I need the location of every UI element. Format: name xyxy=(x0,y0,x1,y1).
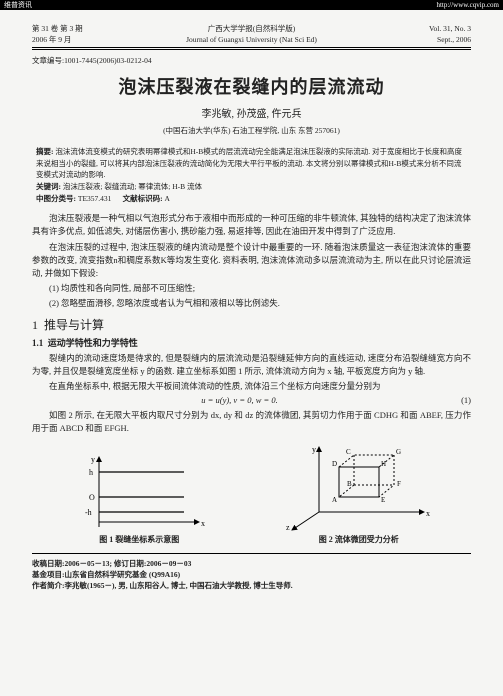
fig2-x-label: x xyxy=(426,509,430,518)
journal-header: 第 31 卷 第 3 期 2006 年 9 月 广西大学学报(自然科学版) Jo… xyxy=(32,24,471,45)
fund-info: 基金项目:山东省自然科学研究基金 (Q99A16) xyxy=(32,569,471,580)
equation-1-number: (1) xyxy=(447,395,471,407)
figure-1-svg: y x h O -h xyxy=(69,452,209,532)
affiliation: (中国石油大学(华东) 石油工程学院, 山东 东营 257061) xyxy=(32,126,471,137)
keywords-text: 泡沫压裂液; 裂缝流动; 幂律流体; H-B 流体 xyxy=(63,182,202,191)
equation-1-content: u = u(y), v = 0, w = 0. xyxy=(32,395,447,407)
figure-2: C G D H B F A E y x z 图 2 流体微团受力分析 xyxy=(284,442,434,545)
fig1-h-label: h xyxy=(89,468,93,477)
body-p4: 在直角坐标系中, 根据无限大平板间流体流动的性质, 流体沿三个坐标方向速度分量分… xyxy=(32,380,471,393)
fig2-G: G xyxy=(396,448,401,456)
fig2-y-label: y xyxy=(312,445,316,454)
fig1-x-label: x xyxy=(201,519,205,528)
topbar-left: 维普资讯 xyxy=(4,0,32,10)
article-id: 文章编号:1001-7445(2006)03-0212-04 xyxy=(32,56,471,67)
source-topbar: 维普资讯 http://www.cqvip.com xyxy=(0,0,503,10)
authors: 李兆敏, 孙茂盛, 仵元兵 xyxy=(32,108,471,122)
fig2-F: F xyxy=(397,480,401,488)
fig2-z-label: z xyxy=(286,523,290,532)
clc-label: 中图分类号: xyxy=(36,194,76,203)
intro-p2: 在泡沫压裂的过程中, 泡沫压裂液的缝内流动是整个设计中最重要的一环. 随着泡沫质… xyxy=(32,241,471,281)
equation-1: u = u(y), v = 0, w = 0. (1) xyxy=(32,395,471,407)
topbar-right: http://www.cqvip.com xyxy=(436,0,499,10)
abstract-text: 泡沫流体流变模式的研究表明幂律模式和H-B模式的层流流动完全能满足泡沫压裂液的实… xyxy=(36,147,462,179)
abstract-block: 摘要: 泡沫流体流变模式的研究表明幂律模式和H-B模式的层流流动完全能满足泡沫压… xyxy=(36,146,467,204)
header-rule-1 xyxy=(32,47,471,48)
fig2-E: E xyxy=(381,496,385,504)
intro-li1: (1) 均质性和各向同性, 局部不可压缩性; xyxy=(32,282,471,295)
fig2-H: H xyxy=(381,460,386,468)
volume-issue: 第 31 卷 第 3 期 xyxy=(32,24,122,35)
intro-p1: 泡沫压裂液是一种气相以气泡形式分布于液相中而形成的一种可压缩的非牛顿流体, 其独… xyxy=(32,212,471,238)
subsection-1-1-title: 运动学特性和力学特性 xyxy=(48,338,138,348)
fig2-D: D xyxy=(332,460,337,468)
fig1-y-label: y xyxy=(91,455,95,464)
figure-1: y x h O -h 图 1 裂缝坐标系示意图 xyxy=(69,452,209,545)
subsection-1-1: 1.1 运动学特性和力学特性 xyxy=(32,337,471,350)
fig2-B: B xyxy=(347,480,352,488)
header-rule-2 xyxy=(32,49,471,50)
figure-2-caption: 图 2 流体微团受力分析 xyxy=(284,534,434,545)
page: 维普资讯 http://www.cqvip.com 第 31 卷 第 3 期 2… xyxy=(0,0,503,696)
footer-block: 收稿日期:2006－05－13; 修订日期:2006－09－03 基金项目:山东… xyxy=(32,553,471,592)
fig1-o-label: O xyxy=(89,493,95,502)
doc-code-label: 文献标识码: xyxy=(123,194,163,203)
journal-name-cn: 广西大学学报(自然科学版) xyxy=(122,24,381,35)
section-1-title: 推导与计算 xyxy=(44,318,104,332)
section-1-heading: 1 推导与计算 xyxy=(32,317,471,334)
abstract-label: 摘要: xyxy=(36,147,54,156)
issue-date: 2006 年 9 月 xyxy=(32,35,122,46)
date-right: Sept., 2006 xyxy=(381,35,471,46)
journal-name-en: Journal of Guangxi University (Nat Sci E… xyxy=(122,35,381,46)
figure-1-caption: 图 1 裂缝坐标系示意图 xyxy=(69,534,209,545)
fig1-mh-label: -h xyxy=(85,508,92,517)
figures-row: y x h O -h 图 1 裂缝坐标系示意图 xyxy=(32,442,471,545)
figure-2-svg: C G D H B F A E y x z xyxy=(284,442,434,532)
intro-li2: (2) 忽略壁面滑移, 忽略浓度或者认为气相和液相以等比例滤失. xyxy=(32,297,471,310)
keywords-label: 关键词: xyxy=(36,182,61,191)
volume-right: Vol. 31, No. 3 xyxy=(381,24,471,35)
author-bio: 作者简介:李兆敏(1965－), 男, 山东阳谷人, 博士, 中国石油大学教授,… xyxy=(32,580,471,591)
doc-code-value: A xyxy=(165,194,170,203)
received-date: 收稿日期:2006－05－13; 修订日期:2006－09－03 xyxy=(32,558,471,569)
body-p5: 如图 2 所示, 在无限大平板内取尺寸分别为 dx, dy 和 dz 的流体微团… xyxy=(32,409,471,435)
section-1-num: 1 xyxy=(32,318,38,332)
article-title: 泡沫压裂液在裂缝内的层流流动 xyxy=(32,75,471,100)
fig2-C: C xyxy=(346,448,351,456)
body-p3: 裂缝内的流动速度场是待求的, 但是裂缝内的层流流动是沿裂缝延伸方向的直线运动, … xyxy=(32,352,471,378)
clc-value: TE357.431 xyxy=(78,194,112,203)
subsection-1-1-num: 1.1 xyxy=(32,338,43,348)
fig2-A: A xyxy=(332,496,337,504)
